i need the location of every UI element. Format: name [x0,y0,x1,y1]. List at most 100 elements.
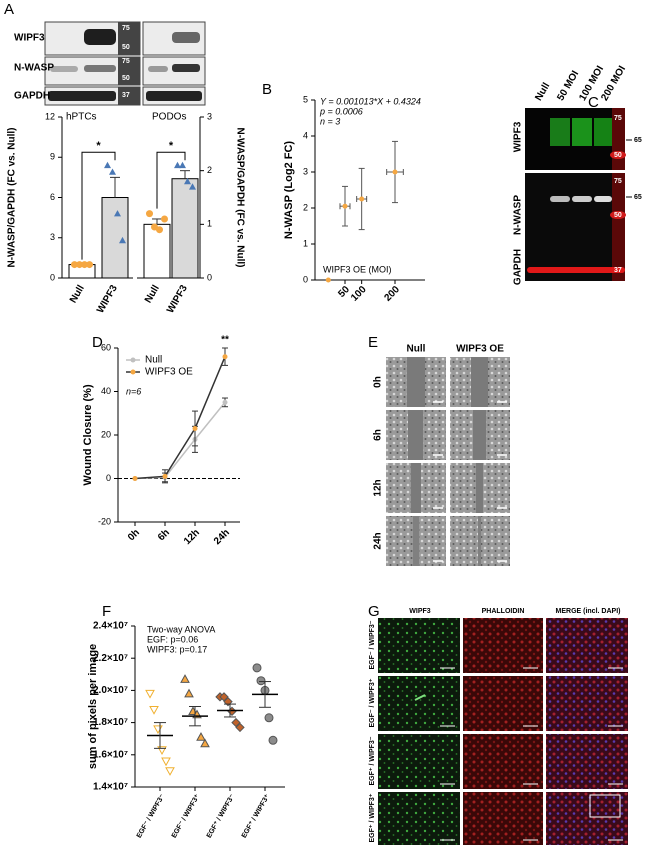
bar [171,178,199,279]
column-label: PHALLOIDIN [482,608,525,615]
blot-c: Null 50 MOI 100 MOI 200 MOI WIPF3 N-WASP… [513,64,642,285]
data-point [180,674,190,683]
annotation: n=6 [126,386,141,396]
x-tick-label: 24h [212,527,232,547]
legend-label: WIPF3 OE [145,367,193,378]
data-point [71,261,78,269]
y-tick-label: 20 [101,429,111,439]
y-tick-label: 0 [303,274,308,284]
data-point [200,738,210,748]
data-point [235,722,245,733]
y-tick-label: 0 [106,473,111,483]
data-point [184,688,194,698]
data-point [325,277,331,283]
data-point [231,717,241,728]
y-tick-label: 3 [207,111,212,121]
row-label: 12h [373,479,384,496]
data-point [184,177,191,185]
y-tick-label: 1.6×10⁷ [93,749,128,760]
blot-row-label: GAPDH [14,91,50,102]
significance-label: * [169,140,174,152]
significance-label: * [96,140,101,152]
data-point [196,732,206,741]
data-point [109,168,116,175]
y-tick-label: 6 [50,192,55,202]
y-tick-label: 12 [45,111,55,121]
legend-marker [130,369,136,375]
panel-label: A [4,1,14,18]
blot-row-label: WIPF3 [513,121,524,152]
panel-label: B [262,81,272,98]
data-point [162,473,168,479]
blot-row-label: WIPF3 [14,33,45,44]
chart-title: PODOs [152,112,186,123]
data-point [252,663,262,673]
y-tick-label: 0 [207,272,212,282]
blot-row-label: N-WASP [513,195,524,235]
x-tick-label: 0h [126,527,142,543]
row-label: 24h [373,532,384,549]
significance-bracket [81,151,116,260]
data-point [161,757,171,767]
significance-bracket [156,151,186,209]
row-label: 0h [373,376,384,388]
annotation: Y = 0.001013*X + 0.4324 [320,96,421,106]
series-line [134,356,226,480]
row-label: EGF⁻ / WIPF3⁻ [369,620,376,669]
data-point [392,169,398,175]
y-tick-label: 40 [101,386,111,396]
y-tick-label: -20 [98,516,111,526]
data-point [179,161,186,169]
row-label: EGF⁻ / WIPF3⁺ [369,678,376,727]
data-point [222,399,228,405]
data-point [146,210,153,218]
y-tick-label: 3 [50,232,55,242]
y-tick-label: 2.2×10⁷ [93,653,128,664]
x-tick-label: EGF⁺ / WIPF3⁺ [241,793,272,839]
x-tick-label: 6h [156,527,172,543]
ladder-label: 75 [614,115,622,122]
images-e: Null WIPF3 OE 0h 6h 12h 24h [373,344,510,566]
x-tick-label: EGF⁺ / WIPF3⁻ [206,793,237,839]
panel-label: G [368,603,380,620]
ladder-label: 50 [614,152,622,159]
data-point [157,746,167,755]
x-tick-label: EGF⁻ / WIPF3⁺ [171,793,202,839]
y-tick-label: 3 [303,166,308,176]
marker-label: 50 [122,44,130,51]
lane-label: Null [533,81,552,103]
x-axis-label: WIPF3 OE (MOI) [323,264,392,274]
bar [101,197,129,279]
data-point [256,676,266,686]
x-tick-label: WIPF3 [165,283,190,315]
column-label: Null [407,344,426,355]
y-tick-label: 0 [50,272,55,282]
ladder-label: 50 [614,212,622,219]
data-point [132,476,138,481]
annotation: p = 0.0006 [319,106,363,116]
x-tick-label: 100 [349,284,369,304]
y-axis-label: N-WASP/GAPDH (FC vs. Null) [7,127,18,267]
y-tick-label: 4 [303,130,308,140]
data-point [153,725,163,735]
y-axis-label: N-WASP/GAPDH (FC vs. Null) [234,127,245,267]
ladder-label: 75 [614,178,622,185]
data-point [149,706,159,715]
chart-title: hPTCs [66,112,97,123]
data-point [119,236,126,244]
row-label: EGF⁺ / WIPF3⁻ [369,736,376,785]
blot-a: WIPF3 N-WASP GAPDH 75 50 75 50 37 [14,21,206,106]
column-label: WIPF3 OE [456,344,504,355]
y-tick-label: 2.0×10⁷ [93,685,128,696]
data-point [76,261,83,269]
legend-label: Null [145,355,162,366]
data-point [174,161,181,169]
data-point [192,425,198,431]
blot-row-label: N-WASP [14,63,54,74]
panel-label: C [588,94,599,111]
marker-label: 37 [122,92,130,99]
marker-label: 75 [122,25,130,32]
x-tick-label: Null [68,283,87,305]
